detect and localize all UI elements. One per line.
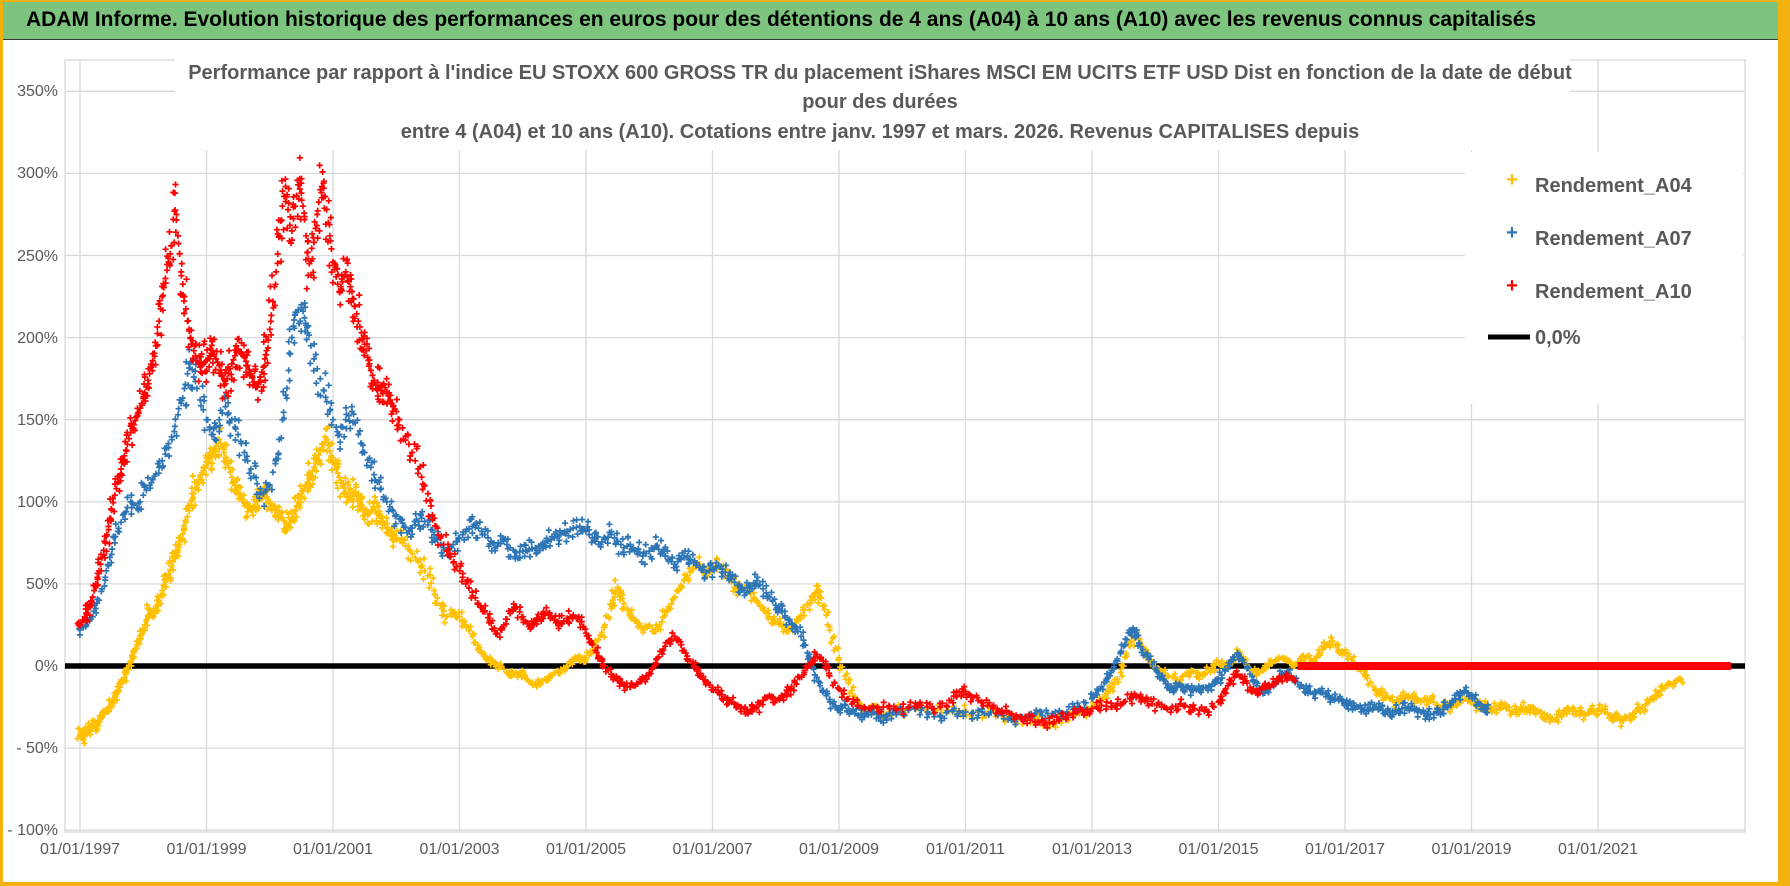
chart-title-line-2: pour des durées	[802, 91, 958, 113]
x-tick-1997: 01/01/1997	[40, 841, 120, 858]
legend-marker-a10: +	[1506, 275, 1518, 297]
chart-title-line-3: entre 4 (A04) et 10 ans (A10). Cotations…	[401, 121, 1360, 143]
x-tick-2021: 01/01/2021	[1558, 841, 1638, 858]
x-tick-2003: 01/01/2003	[419, 841, 499, 858]
chart-title-line-1: Performance par rapport à l'indice EU ST…	[188, 62, 1572, 84]
x-tick-2007: 01/01/2007	[672, 841, 752, 858]
x-tick-2011: 01/01/2011	[926, 841, 1005, 858]
x-tick-2013: 01/01/2013	[1052, 841, 1132, 858]
y-tick-150: 150%	[17, 412, 58, 429]
x-tick-1999: 01/01/1999	[166, 841, 246, 858]
banner: ADAM Informe. Evolution historique des p…	[0, 0, 1790, 40]
page-border-left	[0, 0, 3, 886]
data-layer	[65, 154, 1745, 747]
page-border-top	[0, 0, 1790, 2]
page-border-right	[1778, 0, 1790, 886]
x-tick-2017: 01/01/2017	[1305, 841, 1385, 858]
title-background	[175, 58, 1570, 150]
legend-marker-a04: +	[1506, 169, 1518, 191]
legend-label-zero: 0,0%	[1535, 327, 1581, 349]
legend-marker-a07: +	[1506, 222, 1518, 244]
legend: + Rendement_A04 + Rendement_A07 + Rendem…	[1488, 169, 1693, 349]
y-tick-300: 300%	[17, 165, 58, 182]
series-points-Rendement_A07	[76, 300, 1491, 728]
legend-label-a04: Rendement_A04	[1535, 175, 1693, 197]
x-tick-2015: 01/01/2015	[1178, 841, 1258, 858]
y-tick-200: 200%	[17, 330, 58, 347]
legend-label-a10: Rendement_A10	[1535, 281, 1692, 303]
x-tick-2009: 01/01/2009	[799, 841, 879, 858]
y-tick-0: 0%	[35, 658, 58, 675]
legend-label-a07: Rendement_A07	[1535, 228, 1692, 250]
y-tick-n100: - 100%	[7, 822, 58, 839]
banner-title: ADAM Informe. Evolution historique des p…	[26, 8, 1537, 31]
y-tick-50: 50%	[26, 576, 58, 593]
legend-background	[1465, 152, 1743, 404]
page-border-bottom	[0, 882, 1790, 886]
y-tick-250: 250%	[17, 248, 58, 265]
x-tick-2019: 01/01/2019	[1431, 841, 1511, 858]
y-tick-100: 100%	[17, 494, 58, 511]
y-tick-350: 350%	[17, 83, 58, 100]
performance-scatter-chart: Performance par rapport à l'indice EU ST…	[7, 58, 1746, 858]
x-tick-2001: 01/01/2001	[293, 841, 373, 858]
y-tick-n50: - 50%	[16, 740, 58, 757]
x-tick-2005: 01/01/2005	[546, 841, 626, 858]
series-points-Rendement_A10	[74, 154, 1299, 731]
series-points-Rendement_A04	[74, 423, 1686, 747]
